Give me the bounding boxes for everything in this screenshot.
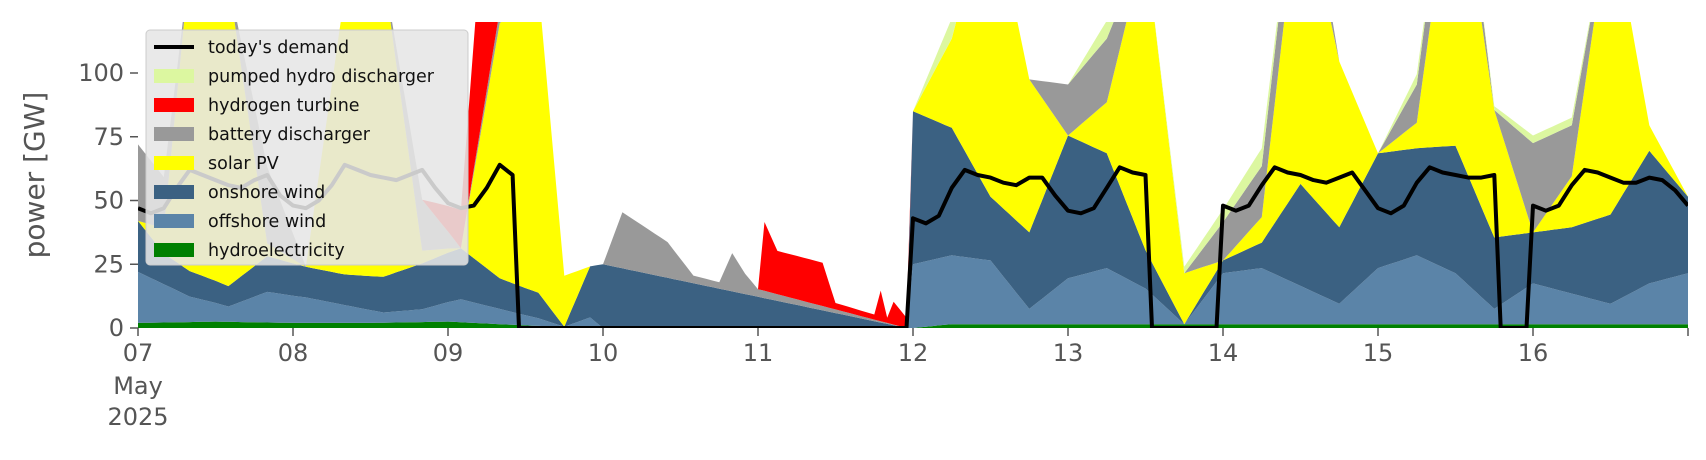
legend-label: today's demand: [208, 38, 349, 58]
x-tick-label: 11: [743, 339, 774, 367]
area-offshore-wind: [138, 255, 1688, 328]
legend-swatch: [154, 214, 194, 228]
legend-label: battery discharger: [208, 125, 371, 145]
y-tick-label: 0: [109, 314, 124, 342]
legend-label: onshore wind: [208, 183, 325, 203]
area-solar-pv: [138, 22, 1688, 328]
x-tick-label: 14: [1208, 339, 1239, 367]
x-tick-label: 10: [588, 339, 619, 367]
x-tick-sublabel: 2025: [107, 403, 168, 431]
y-axis: 0 25 50 75 100: [78, 59, 138, 342]
x-tick-label: 15: [1363, 339, 1394, 367]
legend-label: pumped hydro discharger: [208, 67, 435, 87]
legend-box: [145, 29, 469, 266]
legend-swatch: [154, 156, 194, 170]
legend-swatch: [154, 69, 194, 83]
legend-label: offshore wind: [208, 212, 326, 232]
legend-swatch: [154, 243, 194, 257]
legend: today's demand pumped hydro discharger hyd…: [145, 29, 469, 266]
x-tick-label: 13: [1053, 339, 1084, 367]
x-tick-label: 07: [123, 339, 154, 367]
y-tick-label: 25: [93, 250, 124, 278]
y-tick-label: 100: [78, 59, 124, 87]
legend-swatch: [154, 185, 194, 199]
legend-label: solar PV: [208, 154, 279, 174]
x-tick-label: 09: [433, 339, 464, 367]
x-tick-label: 16: [1518, 339, 1549, 367]
y-axis-label: power [GW]: [18, 92, 51, 259]
x-axis: 07 May 2025 08 09 10 11 12 13 14 15 16: [107, 328, 1689, 431]
x-tick-sublabel: May: [113, 372, 163, 400]
legend-swatch: [154, 127, 194, 141]
legend-label: hydrogen turbine: [208, 96, 360, 116]
legend-swatch: [154, 98, 194, 112]
legend-label: hydroelectricity: [208, 241, 345, 261]
x-tick-label: 12: [898, 339, 929, 367]
x-tick-label: 08: [278, 339, 309, 367]
y-tick-label: 75: [93, 123, 124, 151]
y-tick-label: 50: [93, 187, 124, 215]
